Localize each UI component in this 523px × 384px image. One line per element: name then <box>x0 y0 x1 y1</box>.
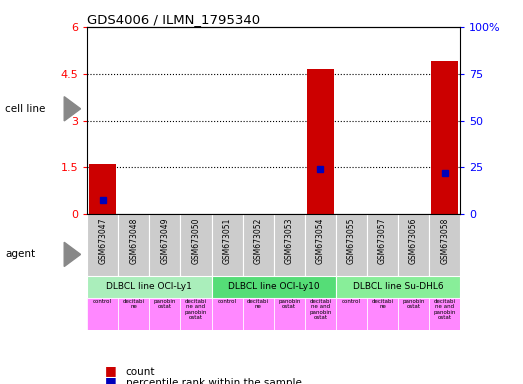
Text: agent: agent <box>5 249 36 260</box>
Text: panobin
ostat: panobin ostat <box>154 299 176 310</box>
Bar <box>336 298 367 330</box>
Bar <box>87 276 211 298</box>
Bar <box>305 298 336 330</box>
Bar <box>429 214 460 276</box>
Bar <box>87 214 118 276</box>
Text: GSM673048: GSM673048 <box>129 217 138 264</box>
Bar <box>180 298 211 330</box>
Text: percentile rank within the sample: percentile rank within the sample <box>126 378 301 384</box>
Bar <box>180 214 211 276</box>
Text: decitabi
ne and
panobin
ostat: decitabi ne and panobin ostat <box>309 299 332 320</box>
Text: DLBCL line Su-DHL6: DLBCL line Su-DHL6 <box>353 282 444 291</box>
Text: panobin
ostat: panobin ostat <box>278 299 300 310</box>
Text: decitabi
ne and
panobin
ostat: decitabi ne and panobin ostat <box>185 299 207 320</box>
Text: ■: ■ <box>105 364 116 377</box>
Text: ■: ■ <box>105 375 116 384</box>
Bar <box>150 214 180 276</box>
Text: GSM673051: GSM673051 <box>223 217 232 264</box>
Bar <box>429 298 460 330</box>
Text: GSM673047: GSM673047 <box>98 217 107 264</box>
Bar <box>211 276 336 298</box>
Polygon shape <box>64 242 81 266</box>
Text: GSM673053: GSM673053 <box>285 217 294 264</box>
Bar <box>211 214 243 276</box>
Text: control: control <box>342 299 361 304</box>
Text: GSM673058: GSM673058 <box>440 217 449 264</box>
Text: cell line: cell line <box>5 104 46 114</box>
Text: count: count <box>126 367 155 377</box>
Text: GSM673052: GSM673052 <box>254 217 263 264</box>
Bar <box>307 69 334 214</box>
Bar <box>398 214 429 276</box>
Text: GSM673057: GSM673057 <box>378 217 387 264</box>
Text: control: control <box>218 299 236 304</box>
Bar <box>243 214 274 276</box>
Text: decitabi
ne: decitabi ne <box>247 299 269 310</box>
Text: GSM673049: GSM673049 <box>161 217 169 264</box>
Bar <box>118 298 150 330</box>
Text: decitabi
ne and
panobin
ostat: decitabi ne and panobin ostat <box>434 299 456 320</box>
Bar <box>398 298 429 330</box>
Bar <box>274 214 305 276</box>
Bar <box>336 276 460 298</box>
Text: GSM673056: GSM673056 <box>409 217 418 264</box>
Bar <box>118 214 150 276</box>
Text: DLBCL line OCI-Ly10: DLBCL line OCI-Ly10 <box>228 282 320 291</box>
Text: decitabi
ne: decitabi ne <box>123 299 145 310</box>
Text: GSM673055: GSM673055 <box>347 217 356 264</box>
Bar <box>336 214 367 276</box>
Bar <box>89 164 116 214</box>
Text: decitabi
ne: decitabi ne <box>371 299 393 310</box>
Text: panobin
ostat: panobin ostat <box>402 299 425 310</box>
Text: control: control <box>93 299 112 304</box>
Bar <box>274 298 305 330</box>
Bar <box>211 298 243 330</box>
Bar <box>243 298 274 330</box>
Polygon shape <box>64 97 81 121</box>
Bar <box>431 61 458 214</box>
Text: DLBCL line OCI-Ly1: DLBCL line OCI-Ly1 <box>106 282 192 291</box>
Bar <box>305 214 336 276</box>
Bar <box>367 214 398 276</box>
Text: GSM673050: GSM673050 <box>191 217 200 264</box>
Bar <box>87 298 118 330</box>
Text: GSM673054: GSM673054 <box>316 217 325 264</box>
Bar <box>367 298 398 330</box>
Bar <box>150 298 180 330</box>
Text: GDS4006 / ILMN_1795340: GDS4006 / ILMN_1795340 <box>87 13 260 26</box>
